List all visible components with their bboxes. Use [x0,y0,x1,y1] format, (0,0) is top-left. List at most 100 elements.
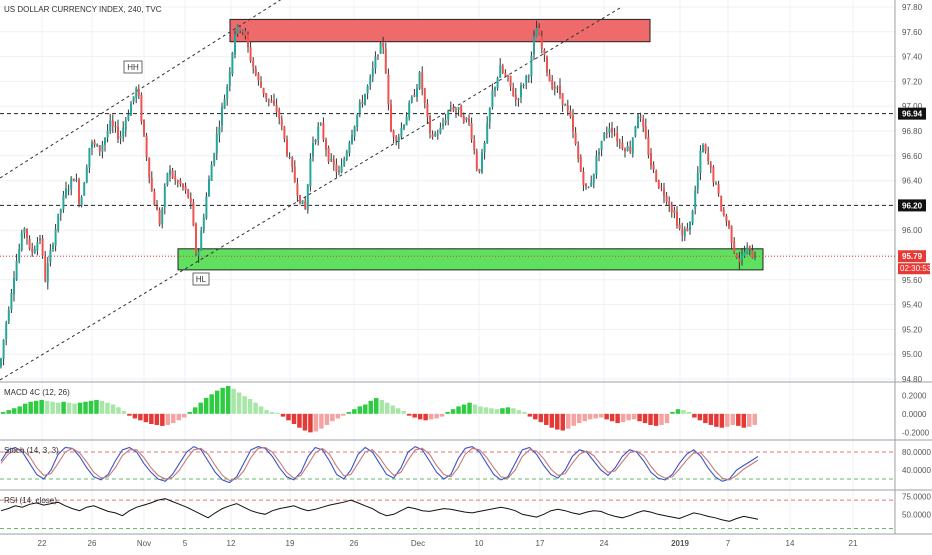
candle-body [143,120,145,136]
candle-body [353,126,356,137]
macd-bar [697,413,703,421]
macd-bar [752,413,757,425]
macd-bar [171,413,176,424]
candle-body [657,180,660,188]
macd-bar [275,412,280,414]
candle-body [158,209,161,225]
candle-body [751,250,754,259]
candle-body [234,34,236,55]
macd-bar [587,413,593,420]
candle-body [371,68,374,77]
candle-body [252,60,255,68]
macd-bar [708,413,714,425]
macd-bar [670,411,675,414]
candle-body [153,191,156,206]
macd-bar [6,410,11,414]
candle-body [556,87,559,89]
candle-body [429,116,431,133]
candle-body [104,137,106,145]
macd-bar [489,408,494,414]
macd-bar [390,405,395,414]
macd-bar [297,413,302,428]
macd-bar [516,410,522,414]
candle-body [283,126,286,139]
candle-body [205,196,208,219]
candle-body [20,233,23,250]
candle-body [111,120,114,127]
macd-bar [714,413,719,427]
y-tick-label: 97.40 [902,53,923,62]
macd-bar [401,411,406,414]
candle-body [748,245,751,250]
macd-bar [445,411,450,414]
macd-bar [598,413,604,418]
candle-body [717,183,720,194]
candle-body [642,119,645,127]
macd-bar [626,413,631,421]
candle-body [548,74,551,82]
macd-bar [280,413,286,417]
candle-body [236,25,239,35]
candle-body [340,165,343,173]
candle-body [462,116,465,122]
candle-body [109,120,112,131]
candle-body [473,140,476,151]
macd-bar [593,413,598,419]
price-zones [177,18,764,271]
candle-body [600,140,603,150]
y-tick-label: 96.80 [902,127,923,136]
candle-body [348,142,351,153]
candle-body [15,261,18,280]
macd-bar [324,413,330,425]
macd-bar [258,406,264,414]
candle-body [387,74,390,105]
macd-bar [642,413,648,424]
candle-body [13,278,15,295]
candle-body [317,126,320,140]
candle-body [28,238,31,249]
macd-bar [143,413,149,423]
candle-body [452,107,455,111]
macd-bar [214,390,220,414]
candle-body [306,184,309,210]
candle-body [169,169,171,175]
candle-body [603,133,606,140]
candle-body [257,73,260,81]
candle-body [421,72,424,90]
candle-body [202,217,205,231]
candle-body [613,133,616,135]
macd-bar [505,407,511,414]
macd-bar [374,398,379,414]
candle-body [296,183,299,196]
hh-label: HH [127,63,139,72]
candle-body [291,157,294,167]
candle-body [70,177,73,190]
candle-body [403,124,405,129]
x-tick-label: Dec [411,539,425,548]
candle-body [704,144,707,152]
candle-body [249,47,252,61]
candle-body [176,180,179,183]
candle-body [239,26,242,31]
candle-body [278,110,281,119]
candle-body [707,153,710,162]
candlestick-series [0,20,756,369]
candle-body [91,142,93,149]
candle-body [254,68,257,75]
macd-bar [28,401,33,414]
candle-body [564,104,567,106]
macd-bar [242,396,247,414]
candle-body [52,244,54,250]
macd-bar [472,404,478,414]
candle-body [715,182,717,184]
x-tick-label: 10 [475,539,484,548]
candle-body [369,76,372,86]
candle-body [241,30,244,33]
candle-body [423,88,426,104]
candle-body [551,79,554,89]
macd-bar [72,403,77,414]
candle-body [124,120,127,130]
candle-body [382,41,385,48]
